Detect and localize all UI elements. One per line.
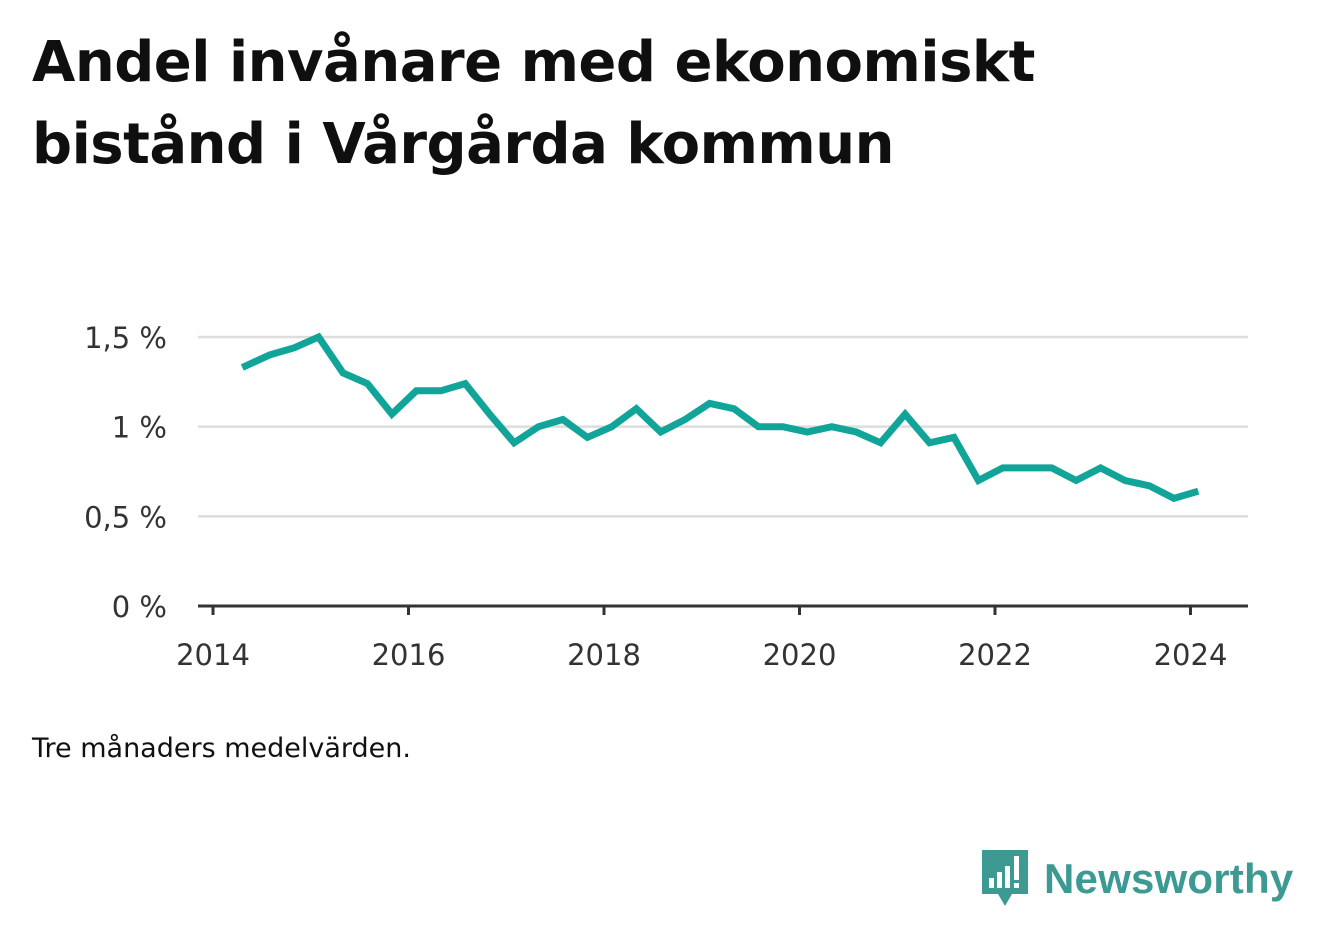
data-point [343, 372, 344, 373]
chart-note: Tre månaders medelvärden. [32, 733, 411, 764]
data-point [294, 347, 295, 348]
grid-lines [198, 335, 1248, 518]
data-point [734, 408, 735, 409]
x-tick-label: 2024 [1154, 638, 1228, 672]
y-tick-label: 1,5 % [84, 321, 167, 355]
data-point [1076, 480, 1077, 481]
data-point [1002, 467, 1003, 468]
data-point [440, 390, 441, 391]
newsworthy-logo-icon [982, 850, 1028, 906]
data-point [514, 442, 515, 443]
data-point [880, 442, 881, 443]
data-point [978, 480, 979, 481]
data-point [929, 442, 930, 443]
data-point [953, 437, 954, 438]
data-point [831, 426, 832, 427]
brand-logo: Newsworthy [980, 848, 1293, 910]
data-point [660, 432, 661, 433]
y-tick-label: 0 % [112, 590, 167, 624]
data-point [465, 383, 466, 384]
data-point [269, 354, 270, 355]
data-point [758, 426, 759, 427]
x-tick-label: 2014 [176, 638, 250, 672]
brand-name: Newsworthy [1044, 855, 1294, 902]
series-group [240, 332, 1200, 503]
data-point [416, 390, 417, 391]
data-point [1173, 498, 1174, 499]
data-point [1198, 491, 1199, 492]
data-point [1149, 485, 1150, 486]
y-tick-label: 0,5 % [84, 500, 167, 534]
data-point [709, 403, 710, 404]
x-tick-label: 2018 [567, 638, 641, 672]
series-line [240, 332, 1200, 503]
data-point [391, 414, 392, 415]
data-point [1100, 467, 1101, 468]
data-point [1051, 467, 1052, 468]
y-tick-label: 1 % [112, 411, 167, 445]
y-axis-ticks: 0 % 0,5 % 1 % 1,5 % [84, 321, 167, 624]
data-point [1125, 480, 1126, 481]
data-point [611, 426, 612, 427]
data-point [905, 414, 906, 415]
x-axis-ticks: 2014 2016 2018 2020 2022 2024 [176, 606, 1227, 672]
chart-title: Andel invånare med ekonomiskt bistånd i … [32, 30, 1035, 177]
x-tick-label: 2022 [958, 638, 1032, 672]
data-point [562, 419, 563, 420]
data-point [367, 383, 368, 384]
data-point [782, 426, 783, 427]
data-point [587, 437, 588, 438]
data-point [489, 414, 490, 415]
x-tick-label: 2020 [763, 638, 837, 672]
data-point [1027, 467, 1028, 468]
data-point [318, 337, 319, 338]
data-point [685, 419, 686, 420]
data-point [636, 408, 637, 409]
data-point [538, 426, 539, 427]
x-tick-label: 2016 [372, 638, 446, 672]
data-point [856, 432, 857, 433]
data-point [242, 367, 243, 368]
data-point [807, 432, 808, 433]
line-chart: 0 % 0,5 % 1 % 1,5 % 2014 2016 2018 2020 2022 202… [84, 321, 1248, 672]
